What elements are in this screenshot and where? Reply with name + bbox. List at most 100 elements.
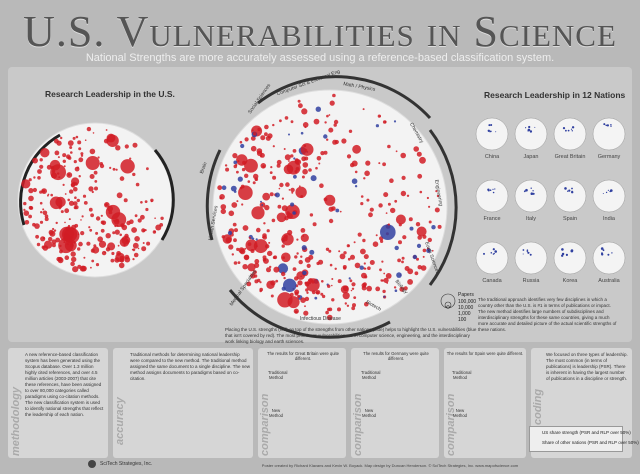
other-nation-dot — [314, 296, 318, 300]
us-dot — [236, 200, 239, 203]
us-dot — [300, 297, 306, 304]
us-dot — [217, 185, 223, 191]
us-dot — [41, 188, 47, 195]
us-dot — [67, 140, 74, 147]
us-dot — [115, 168, 118, 171]
us-dot — [55, 221, 58, 225]
us-dot — [221, 235, 225, 239]
other-nation-dot — [261, 204, 264, 206]
us-dot — [64, 255, 70, 260]
us-dot — [426, 196, 429, 200]
accuracy-section-label: accuracy — [114, 397, 126, 445]
us-dot — [80, 219, 82, 221]
us-dot — [295, 186, 307, 198]
us-dot — [44, 214, 49, 218]
us-dot — [106, 133, 116, 143]
us-dot — [327, 284, 331, 288]
us-dot — [272, 175, 277, 180]
us-dot — [385, 212, 388, 215]
us-dot — [141, 246, 147, 252]
us-dot — [88, 207, 93, 212]
us-dot — [95, 231, 99, 235]
other-nation-dot — [431, 225, 436, 230]
papers-legend-value-3: 1,000 — [458, 311, 471, 317]
us-dot — [318, 162, 321, 165]
us-dot — [74, 196, 77, 199]
us-dot — [276, 212, 287, 223]
us-dot — [268, 241, 271, 244]
other-nation-dot — [359, 265, 364, 270]
nation-dot — [571, 126, 575, 129]
us-dot — [369, 207, 374, 212]
us-dot — [365, 160, 371, 166]
us-dot — [364, 267, 367, 270]
us-dot — [33, 176, 36, 179]
us-dot — [308, 254, 314, 260]
nation-dot — [528, 125, 531, 129]
us-dot — [144, 229, 147, 232]
us-dot — [281, 252, 291, 263]
nation-circle — [553, 241, 587, 275]
us-dot — [342, 292, 350, 300]
us-dot — [62, 159, 66, 163]
us-dot — [283, 148, 286, 150]
us-dot — [408, 217, 413, 222]
us-dot — [110, 258, 115, 263]
us-dot — [105, 129, 108, 131]
us-dot — [34, 223, 40, 229]
us-dot — [119, 255, 125, 261]
nation-dot — [530, 192, 534, 195]
nation-circle — [592, 179, 626, 213]
us-dot — [360, 248, 366, 255]
nation-dot — [489, 189, 492, 191]
us-dot — [54, 138, 59, 144]
nation-dot — [493, 252, 495, 255]
us-dot — [354, 262, 361, 269]
us-dot — [92, 132, 95, 134]
us-dot — [284, 154, 291, 161]
us-dot — [89, 174, 95, 179]
other-nation-dot — [383, 295, 386, 298]
other-nation-dot — [293, 174, 297, 179]
us-dot — [302, 235, 305, 237]
us-dot — [417, 173, 423, 179]
us-dot — [77, 247, 81, 251]
us-dot — [318, 259, 324, 265]
us-dot — [381, 260, 384, 263]
us-dot — [363, 254, 369, 260]
nation-dot — [565, 253, 569, 256]
other-nation-dot — [393, 120, 397, 123]
nation-dot — [492, 191, 495, 194]
us-dot — [378, 162, 381, 165]
us-dot — [88, 226, 91, 229]
us-dot — [285, 182, 290, 187]
us-dot — [48, 229, 54, 235]
us-dot — [70, 251, 76, 257]
us-dot — [69, 189, 74, 194]
us-dot — [331, 206, 336, 211]
us-dot — [399, 286, 405, 292]
us-dot — [320, 292, 324, 296]
traditional-method-label-gb: Traditional Method — [268, 370, 288, 380]
us-dot — [250, 145, 257, 152]
us-dot — [23, 201, 27, 206]
us-dot — [357, 232, 362, 237]
us-dot — [144, 200, 148, 204]
us-dot — [272, 256, 276, 259]
us-dot — [28, 195, 34, 202]
us-dot — [265, 135, 271, 141]
us-dot — [248, 236, 251, 239]
us-dot — [354, 170, 358, 174]
nation-circle — [592, 241, 626, 275]
us-dot — [253, 270, 257, 274]
footer-credit: Poster created by Richard Klavans and Ke… — [261, 463, 519, 468]
us-dot — [80, 152, 84, 156]
other-nation-dot — [292, 211, 296, 215]
nation-dot — [530, 187, 532, 189]
accuracy-text: Traditional methods for determining nati… — [130, 352, 250, 381]
other-nation-dot — [380, 224, 396, 240]
us-dot — [64, 221, 66, 224]
us-dot — [315, 291, 319, 295]
us-dot — [331, 278, 334, 280]
us-dot — [328, 114, 331, 116]
